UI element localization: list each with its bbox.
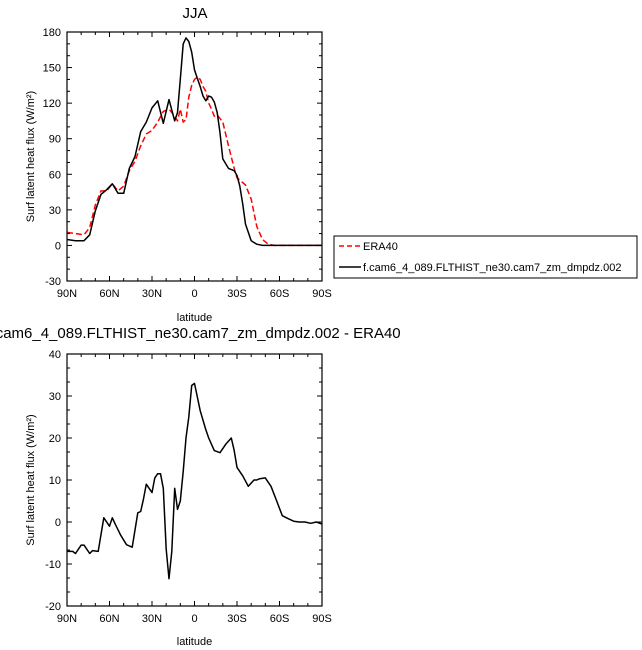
- bottom-y-tick-label: 10: [49, 475, 61, 487]
- top-x-axis-label: latitude: [177, 312, 212, 324]
- bottom-y-tick-label: -20: [45, 601, 61, 613]
- top-x-tick-label: 30S: [227, 288, 247, 300]
- bottom-y-tick-label: -10: [45, 559, 61, 571]
- bottom-x-tick-label: 0: [191, 613, 197, 625]
- top-x-ticks: 90N 60N 30N 0 30S 60S 90S: [57, 32, 332, 300]
- bottom-x-ticks: 90N 60N 30N 0 30S 60S 90S: [57, 354, 332, 625]
- top-panel: JJA -30 0 30 60 90 120 150 180 90N 60N 30N 0 30S 60S…: [25, 5, 332, 324]
- bottom-x-tick-label: 90N: [57, 613, 77, 625]
- bottom-y-tick-label: 40: [49, 349, 61, 361]
- top-y-tick-label: 90: [49, 134, 61, 146]
- top-y-tick-label: 120: [43, 98, 61, 110]
- top-title: JJA: [182, 5, 207, 22]
- legend-label-model: f.cam6_4_089.FLTHIST_ne30.cam7_zm_dmpdz.…: [363, 262, 621, 274]
- bottom-x-tick-label: 90S: [312, 613, 332, 625]
- top-x-tick-label: 60S: [270, 288, 290, 300]
- bottom-series: [67, 382, 323, 580]
- bottom-panel: f.cam6_4_089.FLTHIST_ne30.cam7_zm_dmpdz.…: [0, 325, 401, 648]
- bottom-y-tick-label: 0: [55, 517, 61, 529]
- bottom-plot-frame: [66, 353, 323, 607]
- bottom-y-tick-label: 30: [49, 391, 61, 403]
- bottom-y-tick-label: 20: [49, 433, 61, 445]
- top-x-tick-label: 60N: [99, 288, 119, 300]
- bottom-y-ticks: -20 -10 0 10 20 30 40: [45, 349, 322, 613]
- top-y-ticks: -30 0 30 60 90 120 150 180: [43, 27, 322, 288]
- bottom-series-line-diff-0: [67, 382, 323, 580]
- bottom-x-tick-label: 30N: [142, 613, 162, 625]
- bottom-title: f.cam6_4_089.FLTHIST_ne30.cam7_zm_dmpdz.…: [0, 325, 401, 342]
- top-y-tick-label: 180: [43, 27, 61, 39]
- legend: ERA40 f.cam6_4_089.FLTHIST_ne30.cam7_zm_…: [333, 235, 638, 279]
- top-y-axis-label: Surf latent heat flux (W/m²): [25, 91, 37, 222]
- bottom-x-tick-label: 30S: [227, 613, 247, 625]
- bottom-x-axis-label: latitude: [177, 636, 212, 648]
- top-series: [66, 37, 322, 247]
- top-x-tick-label: 90S: [312, 288, 332, 300]
- top-y-tick-label: 0: [55, 240, 61, 252]
- top-x-tick-label: 30N: [142, 288, 162, 300]
- bottom-y-axis-label: Surf latent heat flux (W/m²): [25, 414, 37, 545]
- legend-label-era40: ERA40: [363, 241, 398, 253]
- top-series-line-f-cam6-4-089-flthist-ne30-cam7-zm-dmpdz-002: [66, 37, 322, 247]
- bottom-x-tick-label: 60N: [99, 613, 119, 625]
- top-x-tick-label: 0: [191, 288, 197, 300]
- top-y-tick-label: -30: [45, 276, 61, 288]
- top-y-tick-label: 30: [49, 205, 61, 217]
- top-y-tick-label: 60: [49, 169, 61, 181]
- bottom-x-tick-label: 60S: [270, 613, 290, 625]
- top-series-line-era40: [66, 76, 322, 247]
- top-y-tick-label: 150: [43, 63, 61, 75]
- legend-box: [333, 235, 638, 279]
- top-x-tick-label: 90N: [57, 288, 77, 300]
